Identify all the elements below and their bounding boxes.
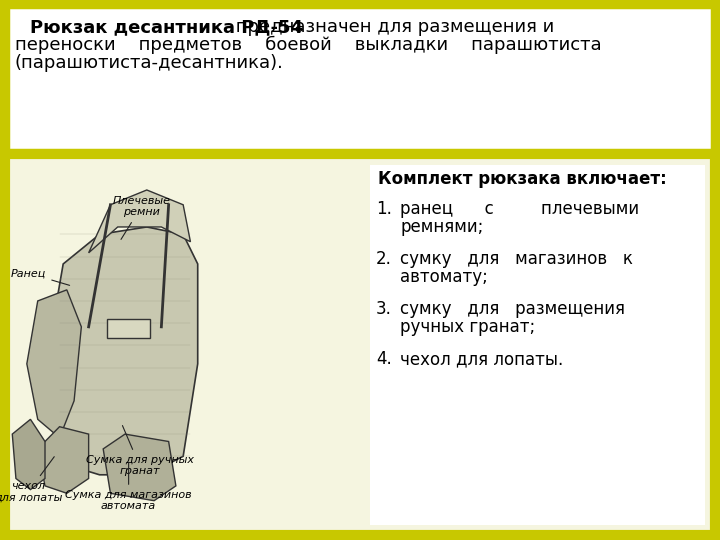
Text: 1.: 1. xyxy=(376,200,392,218)
Polygon shape xyxy=(12,419,45,490)
Text: переноски    предметов    боевой    выкладки    парашютиста: переноски предметов боевой выкладки пара… xyxy=(15,36,602,54)
Bar xyxy=(107,320,150,338)
Bar xyxy=(8,157,712,532)
Text: сумку   для   магазинов   к: сумку для магазинов к xyxy=(400,250,633,268)
Bar xyxy=(370,165,705,525)
Text: 3.: 3. xyxy=(376,300,392,318)
Text: автомату;: автомату; xyxy=(400,268,488,286)
Polygon shape xyxy=(103,434,176,501)
Text: ремнями;: ремнями; xyxy=(400,218,483,236)
Bar xyxy=(8,7,712,150)
Polygon shape xyxy=(37,427,89,494)
Text: предназначен для размещения и: предназначен для размещения и xyxy=(230,18,554,36)
Text: 2.: 2. xyxy=(376,250,392,268)
Text: сумку   для   размещения: сумку для размещения xyxy=(400,300,625,318)
Text: Сумка для ручных
гранат: Сумка для ручных гранат xyxy=(86,426,194,476)
Text: Сумка для магазинов
автомата: Сумка для магазинов автомата xyxy=(66,463,192,511)
Text: Ранец: Ранец xyxy=(11,268,70,285)
Text: 4.: 4. xyxy=(376,350,392,368)
Text: чехол для лопаты.: чехол для лопаты. xyxy=(400,350,563,368)
Text: чехол
для лопаты: чехол для лопаты xyxy=(0,457,63,502)
Text: ручных гранат;: ручных гранат; xyxy=(400,318,535,336)
Polygon shape xyxy=(53,227,198,475)
Text: Плечевые
ремни: Плечевые ремни xyxy=(112,196,171,239)
Polygon shape xyxy=(89,190,190,253)
Text: ранец      с         плечевыми: ранец с плечевыми xyxy=(400,200,639,218)
Text: (парашютиста-десантника).: (парашютиста-десантника). xyxy=(15,54,284,72)
Text: Рюкзак десантника РД-54: Рюкзак десантника РД-54 xyxy=(30,18,303,36)
Text: Комплект рюкзака включает:: Комплект рюкзака включает: xyxy=(378,170,667,188)
Polygon shape xyxy=(27,290,81,438)
